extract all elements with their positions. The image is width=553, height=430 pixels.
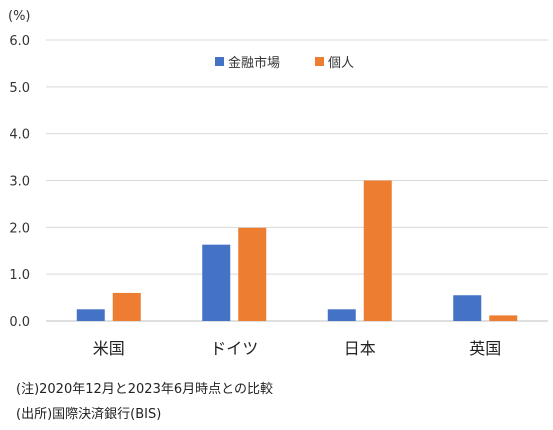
y-tick-label: 5.0 — [9, 81, 30, 96]
y-axis: 0.0 1.0 2.0 3.0 4.0 5.0 6.0 — [9, 34, 30, 330]
bar-financial-market — [76, 309, 105, 321]
legend: 金融市場 個人 — [215, 55, 354, 71]
y-unit-label: (%) — [8, 9, 31, 24]
bar-individual — [363, 180, 392, 321]
x-tick-label: 日本 — [344, 339, 376, 358]
bar-financial-market — [327, 309, 356, 321]
x-axis: 米国 ドイツ 日本 英国 — [93, 339, 502, 358]
y-tick-label: 3.0 — [9, 175, 30, 190]
x-tick-label: 英国 — [469, 339, 501, 358]
y-tick-label: 0.0 — [9, 315, 30, 330]
x-tick-label: 米国 — [93, 339, 125, 358]
y-tick-label: 6.0 — [9, 34, 30, 49]
y-tick-label: 2.0 — [9, 221, 30, 236]
bar-financial-market — [453, 295, 482, 321]
footnote-note: (注)2020年12月と2023年6月時点との比較 — [16, 382, 273, 397]
legend-label: 金融市場 — [228, 55, 280, 71]
legend-swatch — [215, 57, 224, 66]
bar-individual — [112, 292, 141, 321]
gridlines — [46, 39, 548, 322]
bar-individual — [489, 315, 518, 321]
y-tick-label: 4.0 — [9, 128, 30, 143]
bar-individual — [238, 227, 267, 321]
legend-swatch — [315, 57, 324, 66]
bar-financial-market — [202, 244, 231, 321]
y-tick-label: 1.0 — [9, 268, 30, 283]
bars — [76, 180, 518, 321]
x-tick-label: ドイツ — [210, 339, 258, 358]
bar-chart: (%) 0.0 1.0 2.0 3.0 4.0 5.0 6.0 米国 ドイツ 日本 英国 金融市場… — [8, 9, 548, 358]
legend-label: 個人 — [328, 56, 354, 71]
footnote-source: (出所)国際決済銀行(BIS) — [16, 407, 162, 422]
